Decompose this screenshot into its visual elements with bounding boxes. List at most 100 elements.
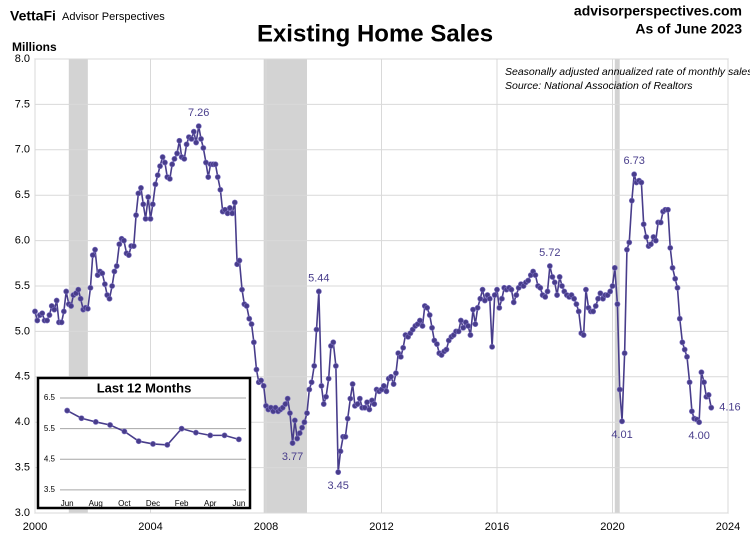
data-point — [193, 429, 199, 436]
data-point — [595, 295, 601, 302]
data-point — [537, 284, 544, 291]
data-point — [39, 310, 46, 317]
note: Seasonally adjusted annualized rate of m… — [505, 66, 750, 78]
data-point — [337, 448, 344, 455]
data-label: 4.00 — [688, 430, 709, 442]
x-tick-label: Feb — [175, 499, 189, 508]
data-point — [643, 234, 650, 240]
data-point — [311, 363, 318, 369]
data-point — [214, 174, 221, 180]
data-point — [619, 418, 625, 425]
data-point — [393, 370, 399, 377]
data-point — [624, 246, 630, 253]
data-point — [164, 441, 171, 448]
data-point — [628, 197, 635, 204]
data-point — [698, 369, 705, 376]
data-point — [532, 272, 539, 279]
data-point — [306, 386, 313, 393]
data-point — [549, 274, 556, 280]
data-label: 3.77 — [282, 451, 303, 463]
data-point — [64, 407, 71, 414]
data-point — [455, 328, 462, 335]
data-point — [284, 395, 291, 402]
data-point — [544, 288, 551, 295]
data-point — [207, 432, 214, 439]
data-point — [496, 304, 503, 311]
data-point — [489, 343, 495, 350]
data-point — [571, 295, 577, 302]
y-tick-label: 6.5 — [15, 189, 30, 201]
data-point — [236, 257, 243, 264]
y-tick-label: 6.0 — [15, 235, 30, 247]
data-label: 5.44 — [308, 272, 329, 284]
data-point — [332, 363, 339, 369]
data-point — [494, 286, 500, 293]
data-point — [60, 308, 67, 315]
data-point — [679, 339, 686, 346]
data-point — [631, 171, 638, 178]
data-point — [171, 155, 178, 162]
data-point — [510, 299, 517, 306]
data-point — [294, 435, 301, 442]
data-point — [546, 263, 553, 269]
data-point — [133, 212, 139, 219]
data-point — [684, 353, 690, 360]
data-point — [542, 293, 549, 300]
data-point — [92, 419, 99, 425]
data-point — [178, 425, 185, 432]
data-point — [301, 419, 308, 426]
data-point — [590, 308, 597, 315]
x-tick-label: 2004 — [138, 521, 162, 533]
data-point — [243, 303, 250, 309]
data-point — [121, 237, 127, 244]
data-point — [150, 441, 156, 447]
data-point — [174, 150, 180, 157]
data-point — [366, 406, 373, 413]
x-tick-label: 2000 — [23, 521, 47, 533]
data-point — [147, 215, 154, 222]
data-point — [109, 283, 115, 289]
data-point — [253, 366, 260, 373]
data-point — [198, 136, 204, 142]
data-point — [212, 161, 219, 168]
data-point — [347, 395, 354, 402]
data-point — [287, 410, 293, 417]
data-point — [335, 469, 342, 476]
data-point — [640, 221, 647, 228]
x-tick-label: 2020 — [600, 521, 624, 533]
data-point — [383, 388, 390, 395]
y-tick-label: 5.5 — [15, 280, 30, 292]
data-point — [313, 326, 320, 333]
data-point — [354, 401, 361, 407]
data-point — [258, 377, 264, 384]
data-label: 6.73 — [623, 155, 644, 167]
data-point — [135, 190, 142, 197]
data-point — [491, 292, 498, 298]
data-point — [282, 401, 289, 407]
data-point — [291, 417, 298, 424]
data-point — [154, 172, 161, 179]
data-point — [193, 139, 200, 146]
data-point — [304, 410, 310, 417]
data-point — [672, 275, 679, 282]
data-point — [101, 281, 108, 288]
data-point — [705, 392, 712, 398]
data-point — [181, 155, 188, 162]
data-point — [611, 264, 618, 271]
logo: VettaFi — [10, 8, 56, 24]
y-tick-label: 4.5 — [15, 371, 30, 383]
data-point — [696, 419, 703, 426]
data-label: 4.01 — [611, 429, 632, 441]
data-point — [135, 438, 142, 445]
data-point — [592, 303, 599, 309]
data-point — [169, 161, 176, 168]
data-point — [53, 297, 60, 304]
data-point — [308, 379, 315, 386]
data-point — [689, 408, 695, 415]
x-tick-label: Apr — [204, 499, 217, 508]
y-tick-label: 3.5 — [15, 462, 30, 474]
data-point — [583, 286, 589, 293]
data-point — [417, 317, 423, 324]
data-point — [674, 284, 681, 291]
data-point — [344, 415, 351, 422]
